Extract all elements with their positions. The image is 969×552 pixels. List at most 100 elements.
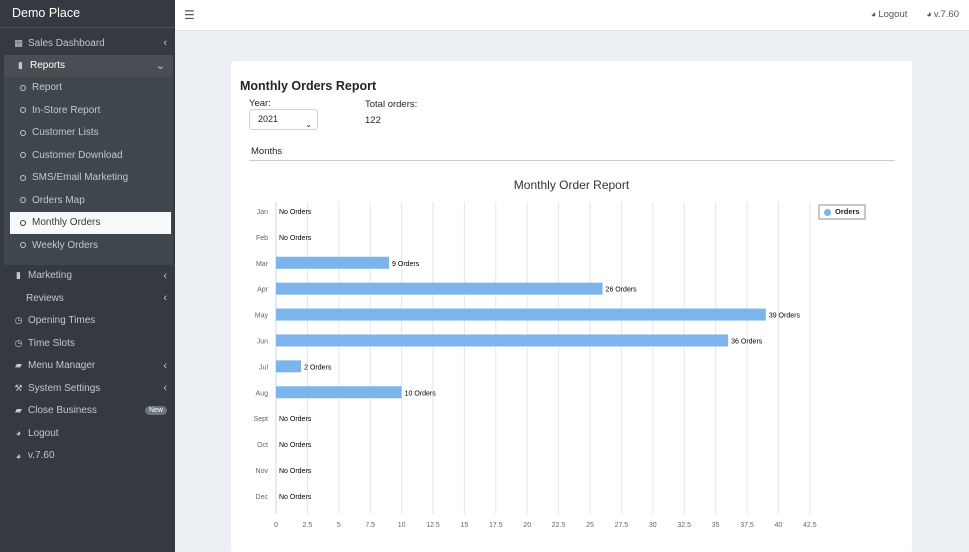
sidebar-item-label: Reviews (26, 292, 64, 304)
chart-title: Monthly Order Report (513, 178, 630, 192)
bar (276, 334, 729, 347)
sidebar-item-system-settings[interactable]: ⚒ System Settings ‹ (0, 377, 175, 400)
page-title: Monthly Orders Report (240, 79, 377, 93)
sidebar-item-label: Opening Times (28, 315, 96, 327)
folder-open-icon: ▰ (15, 405, 22, 416)
x-tick-label: 25 (586, 522, 594, 529)
bar-chart: 0 2.5 5 7.5 10 12.5 15 17.5 20 22.5 25 27.5 30 32.5 35… (254, 202, 817, 529)
sidebar-item-time-slots[interactable]: ◷ Time Slots (0, 332, 175, 355)
table-icon: ▦ (14, 37, 23, 48)
y-category-label: Jul (259, 364, 268, 371)
folder-open-icon: ▰ (15, 360, 22, 371)
sidebar-subitem-in-store-report[interactable]: In-Store Report (4, 99, 173, 122)
sidebar-item-label: Close Business (28, 405, 97, 417)
bar (276, 282, 603, 295)
sidebar-item-sales-dashboard[interactable]: ▦ Sales Dashboard ‹ (0, 32, 175, 55)
circle-icon (20, 197, 26, 204)
y-category-label: Feb (256, 235, 268, 242)
x-tick-label: 35 (712, 522, 720, 529)
y-category-label: Jan (257, 209, 268, 216)
sidebar-item-label: Menu Manager (28, 360, 96, 372)
sidebar-item-reviews[interactable]: Reviews ‹ (0, 287, 175, 310)
circle-icon (20, 129, 26, 136)
sidebar-subitem-sms-email-marketing[interactable]: SMS/Email Marketing (4, 167, 173, 190)
chevron-left-icon: ‹ (163, 37, 167, 49)
sidebar-subitem-weekly-orders[interactable]: Weekly Orders (4, 234, 173, 257)
circle-icon (20, 107, 26, 114)
dashboard-icon: ◕ (870, 9, 877, 19)
clock-icon: ◷ (14, 337, 23, 348)
x-tick-label: 20 (523, 522, 531, 529)
data-label: 2 Orders (304, 364, 332, 371)
reports-group: ▮ Reports ⌄ Report In-Store Report Custo… (4, 54, 173, 265)
sidebar-subitem-label: Customer Lists (32, 127, 99, 139)
clock-icon: ◷ (14, 315, 23, 326)
bar (276, 256, 390, 269)
sidebar-item-label: v.7.60 (28, 450, 55, 462)
sidebar-subitem-label: SMS/Email Marketing (32, 172, 129, 184)
legend-marker (824, 208, 831, 216)
total-orders-value: 122 (365, 115, 381, 126)
circle-icon (20, 174, 26, 181)
y-category-label: Sept (254, 416, 268, 423)
sidebar-item-menu-manager[interactable]: ▰ Menu Manager ‹ (0, 355, 175, 378)
sidebar-item-version[interactable]: ◕ v.7.60 (0, 445, 175, 468)
data-label: No Orders (279, 468, 312, 475)
sidebar-subitem-label: Orders Map (32, 194, 85, 206)
chevron-left-icon: ‹ (163, 269, 167, 282)
sidebar-item-opening-times[interactable]: ◷ Opening Times (0, 310, 175, 333)
year-label: Year: (249, 98, 271, 109)
brand-title[interactable]: Demo Place (0, 0, 175, 28)
data-label: No Orders (279, 209, 312, 216)
data-label: No Orders (279, 494, 312, 501)
chart-legend[interactable]: Orders (818, 204, 866, 220)
x-tick-label: 17.5 (489, 522, 503, 529)
bar-chart-icon: ▮ (18, 60, 23, 70)
sidebar-subitem-customer-download[interactable]: Customer Download (4, 144, 173, 167)
sidebar-item-logout[interactable]: ◕ Logout (0, 422, 175, 445)
data-label: 10 Orders (405, 390, 437, 397)
x-tick-label: 32.5 (677, 522, 691, 529)
sidebar-item-label: Sales Dashboard (28, 37, 105, 49)
x-tick-label: 0 (274, 522, 278, 529)
circle-icon (20, 84, 26, 91)
x-tick-label: 37.5 (740, 522, 754, 529)
tab-months[interactable]: Months (251, 146, 283, 157)
dashboard-icon: ◕ (15, 428, 22, 439)
data-label: No Orders (279, 235, 312, 242)
dashboard-icon: ◕ (926, 9, 932, 19)
sidebar-subitem-report[interactable]: Report (4, 77, 173, 100)
x-tick-label: 22.5 (552, 522, 566, 529)
y-category-label: Apr (257, 287, 269, 294)
sidebar-item-label: Logout (28, 427, 59, 439)
top-right-links: ◕ Logout ◕ v.7.60 (871, 9, 959, 20)
x-tick-label: 10 (398, 522, 406, 529)
hamburger-icon[interactable]: ☰ (184, 8, 195, 22)
top-version-link[interactable]: ◕ v.7.60 (926, 9, 959, 20)
sidebar-subitem-monthly-orders[interactable]: Monthly Orders (10, 211, 171, 234)
data-label: No Orders (279, 416, 312, 423)
sidebar-subitem-orders-map[interactable]: Orders Map (4, 189, 173, 212)
sidebar-subitem-label: Weekly Orders (32, 239, 98, 251)
chevron-left-icon: ‹ (163, 359, 167, 372)
y-category-label: Dec (256, 494, 269, 501)
sidebar-item-marketing[interactable]: ▮ Marketing ‹ (0, 265, 175, 288)
circle-icon (20, 242, 26, 249)
sidebar-item-label: Time Slots (28, 337, 75, 349)
top-logout-link[interactable]: ◕ Logout (871, 9, 908, 20)
data-label: 39 Orders (769, 313, 801, 320)
bar (276, 308, 766, 321)
x-tick-label: 2.5 (303, 522, 313, 529)
year-select-value: 2021 (258, 114, 279, 124)
circle-icon (20, 152, 26, 159)
year-select[interactable]: 2021 ⌄ (249, 109, 318, 130)
dashboard-icon: ◕ (15, 450, 22, 461)
sidebar-item-close-business[interactable]: ▰ Close Business New (0, 400, 175, 423)
chevron-left-icon: ‹ (163, 292, 167, 304)
sidebar-item-reports[interactable]: ▮ Reports ⌄ (4, 54, 173, 77)
sidebar-subitem-customer-lists[interactable]: Customer Lists (4, 122, 173, 145)
x-tick-label: 30 (649, 522, 657, 529)
wrench-icon: ⚒ (14, 382, 23, 393)
sidebar-subitem-label: In-Store Report (32, 104, 101, 116)
data-label: 36 Orders (731, 338, 763, 345)
